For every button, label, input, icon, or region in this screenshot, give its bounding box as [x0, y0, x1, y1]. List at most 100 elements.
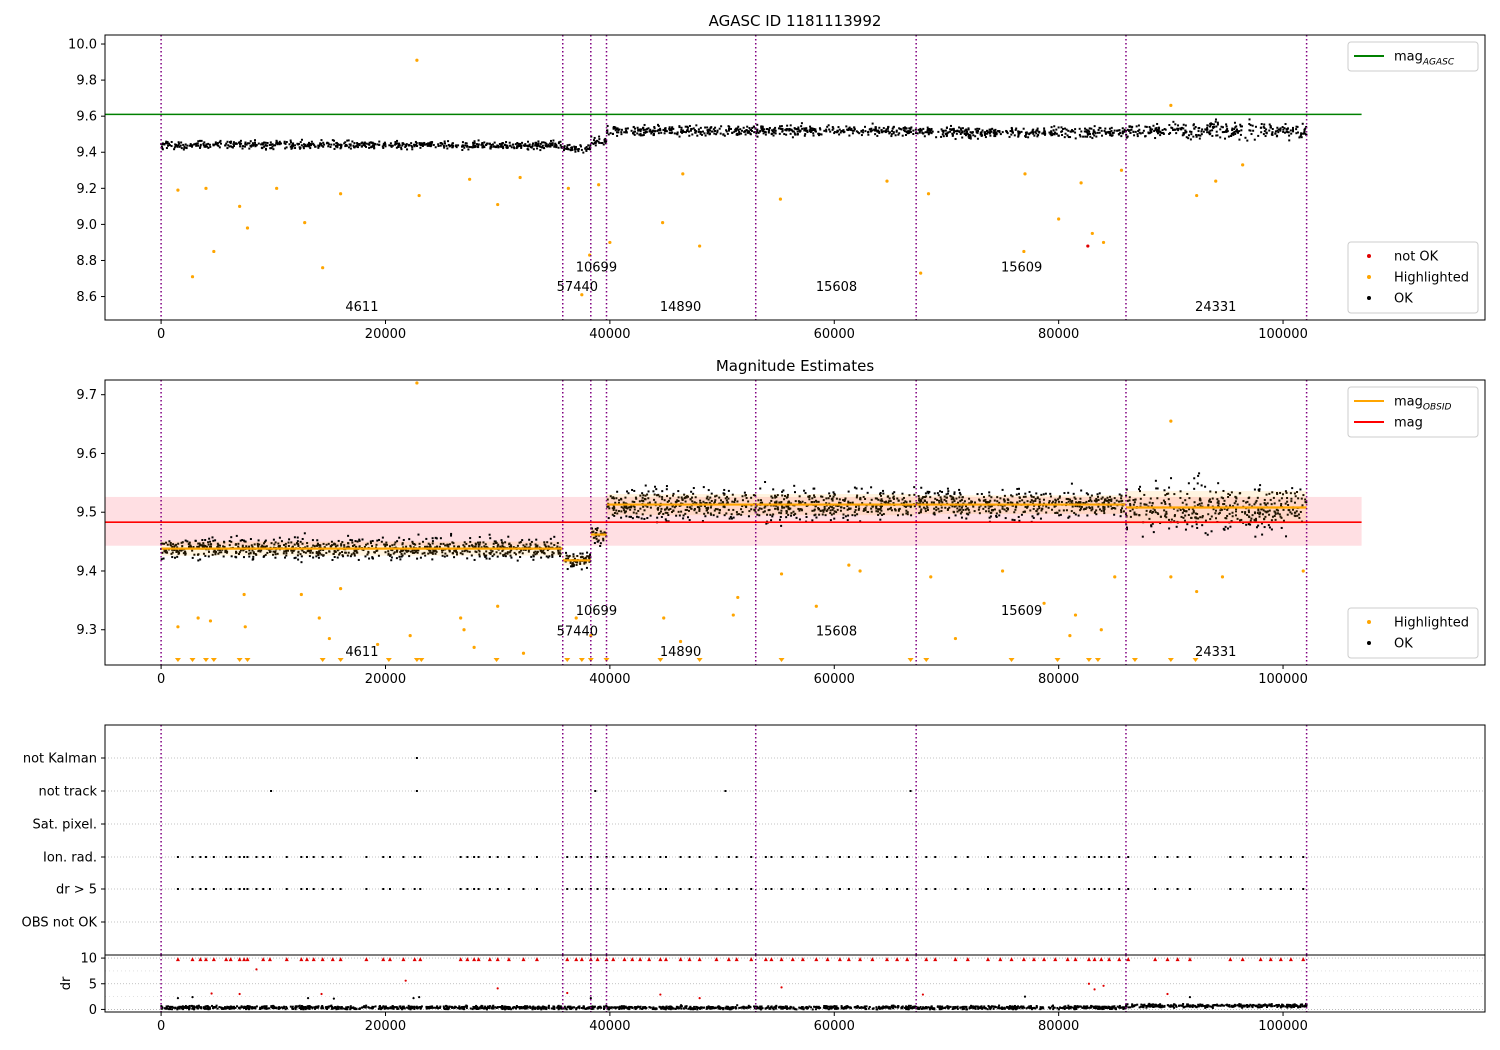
ok-point	[945, 500, 948, 503]
flag-point	[648, 888, 651, 890]
flag-point	[1032, 888, 1035, 890]
ok-point	[161, 542, 164, 545]
ok-point	[255, 553, 258, 556]
ok-point	[647, 127, 650, 130]
ok-point	[1235, 128, 1238, 131]
ok-point	[547, 143, 550, 146]
ok-point	[1095, 509, 1098, 512]
ok-point	[758, 514, 761, 517]
ok-point	[504, 541, 507, 544]
ok-point	[1200, 130, 1203, 133]
ok-point	[884, 130, 887, 133]
ok-point	[774, 496, 777, 499]
ok-point	[1085, 128, 1088, 131]
ok-point	[565, 554, 568, 557]
ok-point	[869, 502, 872, 505]
ok-point	[606, 129, 609, 132]
ok-point	[763, 510, 766, 513]
ok-point	[461, 148, 464, 151]
ok-point	[584, 147, 587, 150]
ok-point	[898, 507, 901, 510]
ok-point	[642, 494, 645, 497]
ok-point	[672, 509, 675, 512]
ok-point	[544, 141, 547, 144]
ok-point	[961, 130, 964, 133]
ok-point	[542, 549, 545, 552]
ok-point	[1226, 527, 1229, 530]
ok-point	[205, 143, 208, 146]
ok-point	[620, 131, 623, 134]
ok-point	[392, 552, 395, 555]
ok-point	[499, 552, 502, 555]
ok-point	[740, 513, 743, 516]
ok-point	[1088, 506, 1091, 509]
ok-point	[287, 545, 290, 548]
ok-point	[1182, 127, 1185, 130]
ok-point	[859, 520, 862, 523]
ok-point	[778, 501, 781, 504]
ok-point	[918, 499, 921, 502]
ok-point	[1071, 130, 1074, 133]
ok-point	[574, 150, 577, 153]
ok-point	[343, 142, 346, 145]
ok-point	[291, 545, 294, 548]
ok-point	[1052, 129, 1055, 132]
ok-point	[642, 500, 645, 503]
ok-point	[699, 499, 702, 502]
ok-point	[1125, 133, 1128, 136]
ok-point	[1076, 505, 1079, 508]
flag-point	[906, 856, 909, 858]
dr-point	[956, 1007, 959, 1010]
ok-point	[181, 545, 184, 548]
ok-point	[803, 129, 806, 132]
ok-point	[602, 539, 605, 542]
ok-point	[264, 144, 267, 147]
ok-point	[557, 549, 560, 552]
flag-point	[331, 888, 334, 890]
ok-point	[938, 510, 941, 513]
ok-point	[825, 510, 828, 513]
ok-point	[1030, 131, 1033, 134]
ok-point	[219, 139, 222, 142]
ok-point	[995, 512, 998, 515]
ok-point	[1222, 497, 1225, 500]
ok-point	[1162, 499, 1165, 502]
ok-point	[582, 557, 585, 560]
ok-point	[232, 141, 235, 144]
ok-point	[398, 144, 401, 147]
ok-point	[1128, 125, 1131, 128]
ok-point	[745, 496, 748, 499]
ok-point	[985, 132, 988, 135]
ok-point	[683, 130, 686, 133]
ok-point	[580, 148, 583, 151]
ok-point	[1216, 501, 1219, 504]
ok-point	[1043, 130, 1046, 133]
ok-point	[1192, 509, 1195, 512]
ok-point	[557, 146, 560, 149]
ok-point	[1032, 516, 1035, 519]
ok-point	[356, 142, 359, 145]
ok-point	[1174, 123, 1177, 126]
ok-point	[574, 560, 577, 563]
ok-point	[1093, 125, 1096, 128]
ok-point	[942, 135, 945, 138]
ok-point	[1212, 508, 1215, 511]
ok-point	[1220, 508, 1223, 511]
ok-point	[1109, 504, 1112, 507]
ok-point	[1079, 509, 1082, 512]
ok-point	[1168, 124, 1171, 127]
ok-point	[986, 131, 989, 134]
ok-point	[1057, 500, 1060, 503]
flag-point	[419, 888, 422, 890]
ok-point	[261, 142, 264, 145]
ok-point	[1147, 131, 1150, 134]
ok-point	[806, 131, 809, 134]
ok-point	[1238, 138, 1241, 141]
ok-point	[394, 142, 397, 145]
ok-point	[217, 548, 220, 551]
ok-point	[585, 566, 588, 569]
ok-point	[870, 486, 873, 489]
ok-point	[999, 511, 1002, 514]
ok-point	[956, 507, 959, 510]
ok-point	[622, 501, 625, 504]
